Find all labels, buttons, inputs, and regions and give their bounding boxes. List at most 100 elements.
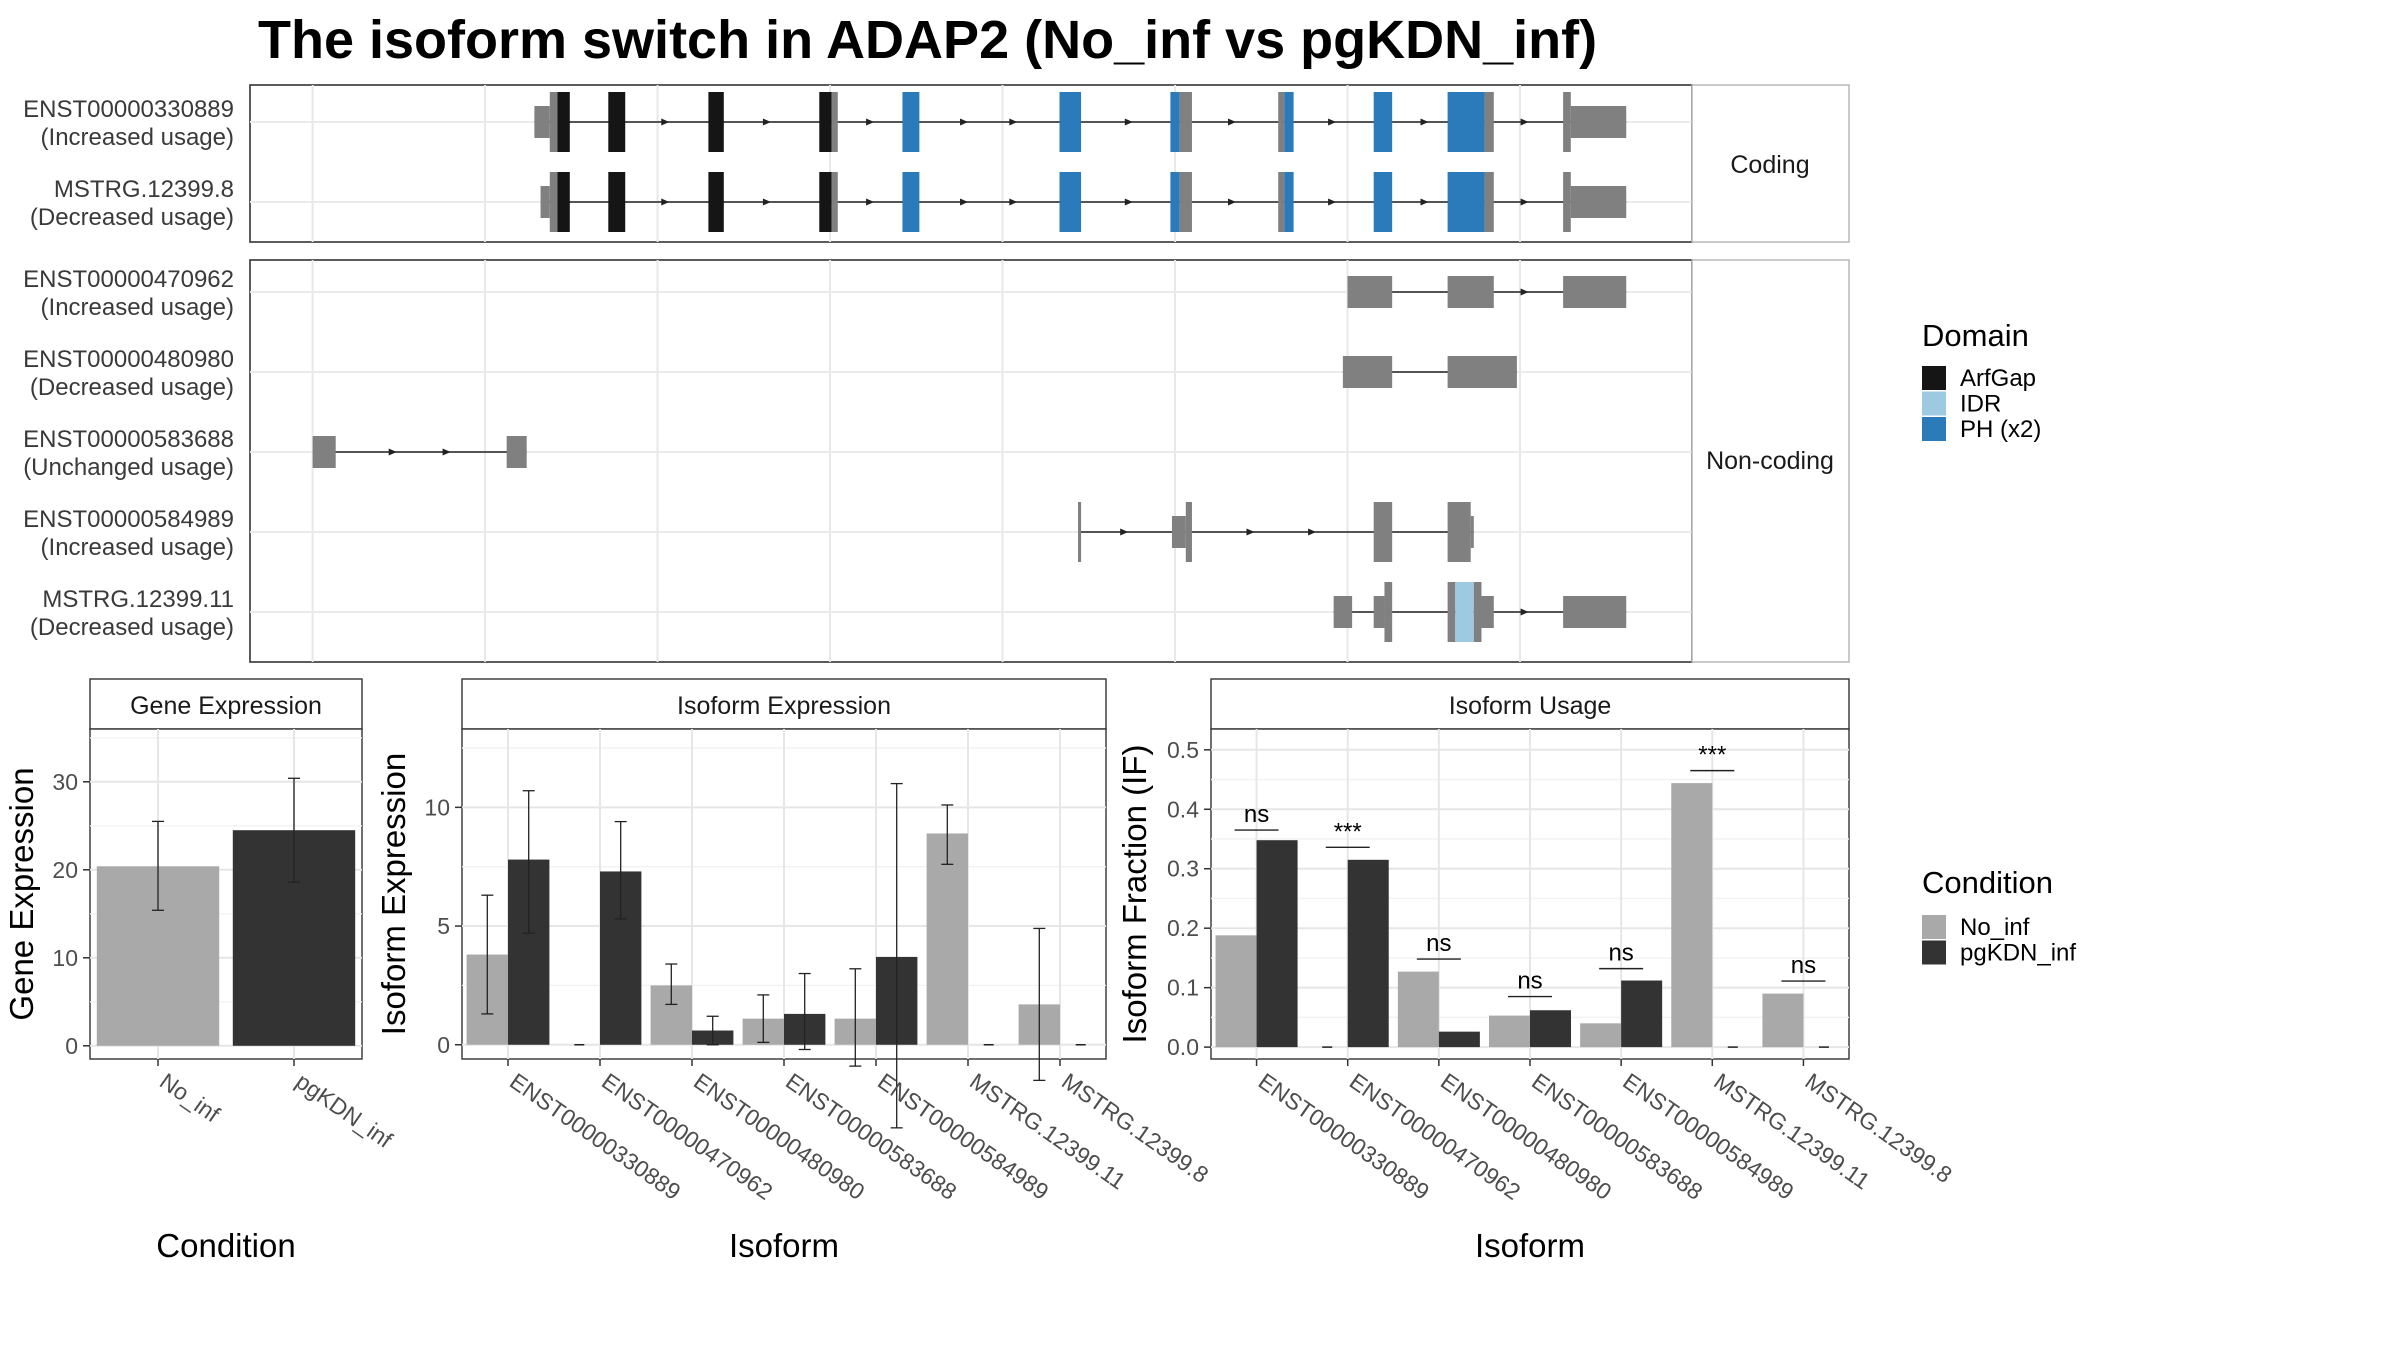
arfgap-domain-exon [819,172,832,232]
coding-strip [1691,84,1850,243]
isoform-usage-label: (Increased usage) [41,294,234,321]
coding-track-labels: ENST00000330889(Increased usage) MSTRG.12… [23,96,234,231]
intron-direction-arrow [442,448,451,456]
significance-label: *** [1698,742,1726,769]
gene-expression-x-title: Condition [156,1227,295,1264]
isoform-usage-label: (Increased usage) [41,124,234,151]
intron-direction-arrow [1308,528,1317,536]
significance-label: ns [1791,952,1816,979]
utr-exon [1570,186,1627,218]
utr-exon [1470,516,1474,548]
isoform-usage-label: (Decreased usage) [30,204,234,231]
coding-exon [1278,92,1285,152]
arfgap-domain-exon [819,92,832,152]
idr-domain-exon [1455,582,1474,642]
coding-exon [1563,172,1571,232]
isoform-usage-bars: ns *** ns ns ns *** ns [1215,742,1829,1048]
coding-exon [1185,502,1192,562]
x-tick-label: pgKDN_inf [291,1068,398,1153]
gene-expression-bars [96,777,356,1046]
coding-exon [1484,172,1494,232]
utr-exon [1342,356,1393,388]
coding-exon [1473,582,1482,642]
significance-label: ns [1244,801,1269,828]
legend-swatch [1922,915,1946,939]
noncoding-strip-label: Non-coding [1706,447,1834,475]
isoform-expression-panel: Isoform Expression 0510ENST00000330889EN… [375,678,1213,1264]
utr-exon [506,436,527,468]
legend-swatch [1922,940,1946,965]
x-tick-label: MSTRG.12399.8 [1801,1068,1957,1188]
arfgap-domain-exon [708,172,724,232]
x-tick-label: ENST00000584989 [1618,1068,1798,1205]
gene-expression-panel: Gene Expression 0 10 20 30 No_inf pgKDN_inf C… [3,678,398,1264]
utr-exon [1563,596,1627,628]
figure-title: The isoform switch in ADAP2 (No_inf vs p… [258,10,1597,70]
utr-exon [1447,356,1517,388]
x-tick-label: MSTRG.12399.11 [965,1068,1130,1195]
isoform-usage-x-title: Isoform [1475,1227,1585,1264]
ph-domain-exon [1284,172,1294,232]
intron-direction-arrow [1246,528,1255,536]
x-tick-label: ENST00000480980 [689,1068,869,1205]
intron-direction-arrow [1520,118,1529,126]
ph-domain-exon [1059,92,1082,152]
bar [1488,1015,1530,1048]
ph-domain-exon [902,172,920,232]
ph-domain-exon [1284,92,1294,152]
noncoding-track-labels: ENST00000470962(Increased usage) ENST0000… [23,266,234,641]
isoform-name-label: ENST00000480980 [23,346,234,373]
arfgap-domain-exon [608,92,626,152]
isoform-name-label: ENST00000330889 [23,96,234,123]
coding-exon [1078,502,1082,562]
intron-direction-arrow [661,118,670,126]
x-tick-label: ENST00000470962 [1345,1068,1525,1205]
intron-direction-arrow [1124,118,1133,126]
isoform-usage-y-title: Isoform Fraction (IF) [1116,745,1153,1044]
condition-legend-title: Condition [1922,865,2053,900]
coding-exon [831,92,838,152]
coding-exon [1384,582,1393,642]
isoform-name-label: MSTRG.12399.8 [54,176,234,203]
isoform-name-label: ENST00000470962 [23,266,234,293]
intron-direction-arrow [1520,608,1529,616]
bar [1397,971,1439,1048]
coding-exon [1447,582,1456,642]
significance-label: *** [1334,818,1362,845]
x-tick-label: ENST00000584989 [873,1068,1053,1205]
y-tick-label: 0.0 [1167,1034,1199,1060]
y-tick-label: 10 [52,945,78,971]
bar [1256,840,1298,1048]
legend-swatch [1922,391,1946,416]
y-tick-label: 30 [52,769,78,795]
coding-exon [549,92,558,152]
arfgap-domain-exon [557,172,570,232]
x-tick-label: ENST00000583688 [781,1068,961,1205]
x-tick-label: MSTRG.12399.11 [1709,1068,1874,1195]
intron-direction-arrow [762,198,771,206]
bar [1762,993,1804,1048]
y-tick-label: 0 [437,1032,450,1058]
legend-label: pgKDN_inf [1960,940,2076,967]
ph-domain-exon [1373,172,1393,232]
y-tick-label: 10 [424,794,450,820]
gene-expression-strip [89,678,363,730]
ph-domain-exon [1373,92,1393,152]
legend-label: IDR [1960,391,2001,418]
utr-exon [1373,596,1385,628]
ph-domain-exon [1170,92,1180,152]
ph-domain-exon [1447,92,1485,152]
utr-exon [1570,106,1627,138]
x-tick-label: No_inf [155,1068,225,1128]
utr-exon [312,436,336,468]
isoform-usage-label: (Decreased usage) [30,614,234,641]
y-tick-label: 0 [65,1033,78,1059]
y-tick-label: 0.5 [1167,737,1199,763]
coding-strip-label: Coding [1730,151,1809,179]
coding-exon [1179,92,1192,152]
significance-label: ns [1426,930,1451,957]
bar [1215,935,1257,1048]
coding-isoform-group: Coding ENST00000330889(Increased usage) M… [23,84,1850,243]
